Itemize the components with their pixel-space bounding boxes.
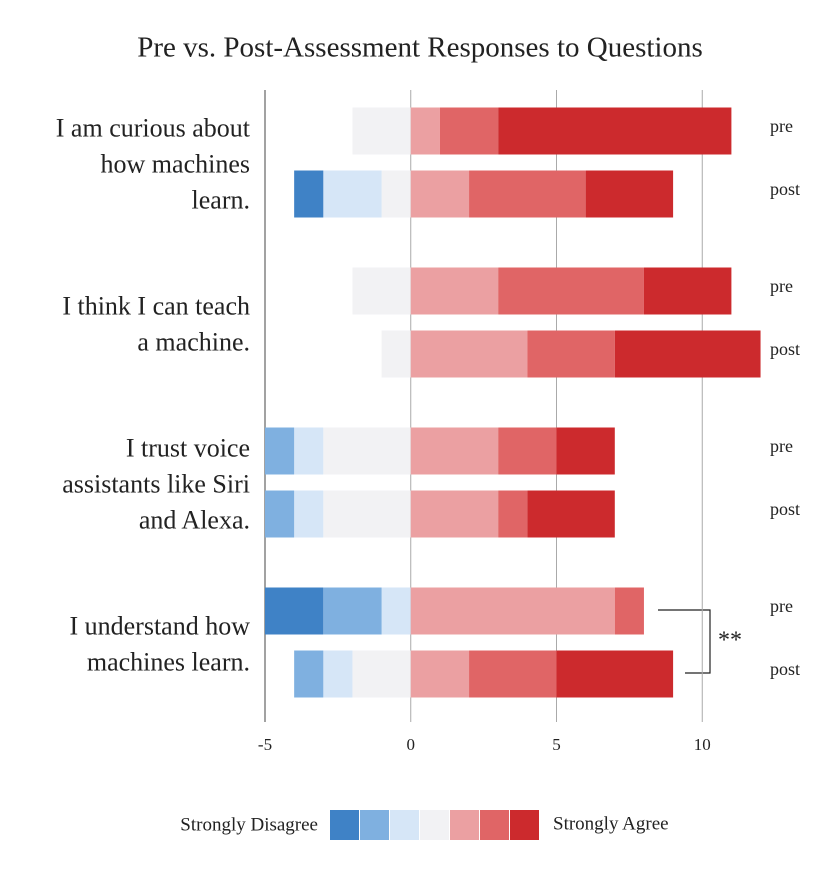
bar-segment	[614, 587, 644, 635]
question-label: I trust voice	[126, 433, 250, 462]
bar-segment	[323, 650, 353, 698]
legend-swatch	[360, 810, 389, 840]
row-label: post	[770, 659, 800, 679]
bar-segment	[265, 490, 295, 538]
bar-segment	[323, 170, 382, 218]
bar-segment	[498, 427, 557, 475]
bar-segment	[643, 267, 732, 315]
row-label: post	[770, 179, 800, 199]
bar-segment	[556, 427, 615, 475]
row-label: pre	[770, 436, 793, 456]
bar-segment	[352, 650, 411, 698]
bar-segment	[614, 330, 761, 378]
legend-label: Strongly Disagree	[180, 814, 318, 835]
row-label: pre	[770, 116, 793, 136]
row-label: post	[770, 339, 800, 359]
bar-segment	[527, 330, 615, 378]
bar-segment	[556, 650, 674, 698]
bar-segment	[410, 587, 615, 635]
bar-segment	[381, 170, 411, 218]
question-label: how machines	[101, 149, 250, 178]
legend-swatch	[390, 810, 419, 840]
question-label: learn.	[192, 185, 250, 214]
bar-segment	[469, 650, 557, 698]
legend-swatch	[330, 810, 359, 840]
bar-segment	[265, 427, 295, 475]
bar-segment	[294, 170, 324, 218]
legend-swatch	[480, 810, 509, 840]
row-label: pre	[770, 276, 793, 296]
bar-segment	[323, 490, 411, 538]
bar-segment	[498, 267, 644, 315]
row-label: post	[770, 499, 800, 519]
bar-segment	[439, 107, 499, 155]
bar-segment	[410, 267, 499, 315]
bar-segment	[410, 170, 470, 218]
row-label: pre	[770, 596, 793, 616]
bar-segment	[381, 330, 411, 378]
bar-segment	[265, 587, 324, 635]
bar-segment	[410, 330, 528, 378]
bar-segment	[410, 427, 499, 475]
bar-segment	[352, 267, 411, 315]
question-label: a machine.	[137, 327, 250, 356]
annotation: **	[718, 628, 742, 654]
legend-swatch	[450, 810, 479, 840]
bar-segment	[294, 650, 324, 698]
question-label: assistants like Siri	[62, 469, 250, 498]
question-label: I understand how	[69, 611, 250, 640]
question-label: machines learn.	[87, 647, 250, 676]
x-tick-label: 10	[694, 735, 711, 754]
legend-label: Strongly Agree	[553, 813, 669, 834]
bar-segment	[323, 587, 382, 635]
bar-segment	[323, 427, 411, 475]
question-label: I am curious about	[56, 113, 251, 142]
x-tick-label: 5	[552, 735, 561, 754]
question-label: and Alexa.	[139, 505, 250, 534]
legend-swatch	[420, 810, 449, 840]
legend-swatch	[510, 810, 539, 840]
bar-segment	[294, 427, 324, 475]
bar-segment	[410, 490, 499, 538]
chart-title: Pre vs. Post-Assessment Responses to Que…	[137, 32, 703, 64]
bar-segment	[498, 490, 528, 538]
bar-segment	[294, 490, 324, 538]
bar-segment	[469, 170, 586, 218]
x-tick-label: -5	[258, 735, 272, 754]
bar-segment	[410, 650, 470, 698]
significance-bracket	[658, 609, 711, 674]
bar-segment	[585, 170, 674, 218]
question-label: I think I can teach	[62, 291, 250, 320]
bar-segment	[381, 587, 411, 635]
bar-segment	[352, 107, 411, 155]
bar-segment	[498, 107, 732, 155]
x-tick-label: 0	[407, 735, 416, 754]
bar-segment	[527, 490, 615, 538]
bar-segment	[410, 107, 440, 155]
